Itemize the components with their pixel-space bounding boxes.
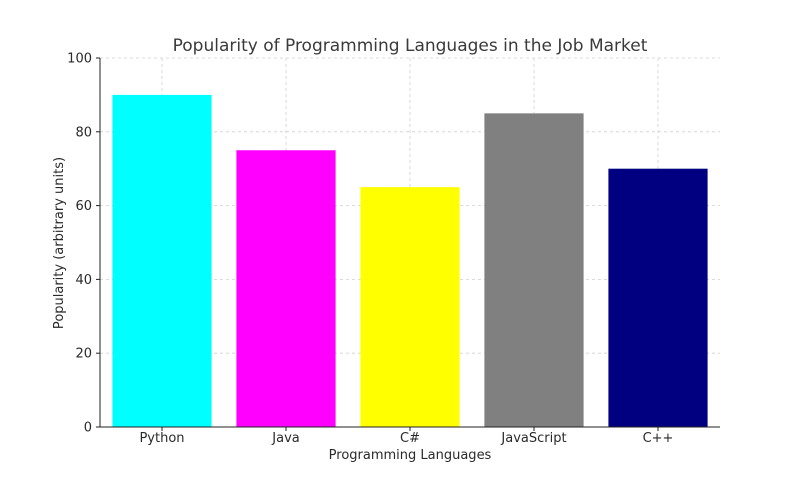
plot-area: Python Java C# JavaScript C++ 0 20 40 60 80 100: [67, 52, 720, 446]
chart-title: Popularity of Programming Languages in t…: [173, 36, 648, 56]
y-tick-label: 60: [75, 199, 92, 214]
y-tick-label: 20: [75, 347, 92, 362]
x-axis-ticks: Python Java C# JavaScript C++: [139, 427, 673, 446]
bars: [112, 94, 708, 428]
x-tick-label: Python: [139, 431, 184, 446]
x-axis-label: Programming Languages: [329, 448, 492, 463]
x-tick-label: C++: [643, 431, 674, 446]
bar-c-: [608, 168, 708, 427]
y-tick-label: 100: [67, 52, 92, 67]
y-axis-ticks: 0 20 40 60 80 100: [67, 52, 100, 436]
bar-c-: [360, 187, 460, 427]
bar-python: [112, 94, 212, 428]
x-tick-label: Java: [271, 431, 299, 446]
bar-java: [236, 150, 336, 427]
x-tick-label: C#: [400, 431, 420, 446]
bar-javascript: [484, 113, 584, 427]
y-tick-label: 0: [84, 421, 92, 436]
x-tick-label: JavaScript: [500, 431, 566, 446]
y-tick-label: 40: [75, 273, 92, 288]
y-axis-label: Popularity (arbitrary units): [52, 157, 67, 329]
y-tick-label: 80: [75, 125, 92, 140]
